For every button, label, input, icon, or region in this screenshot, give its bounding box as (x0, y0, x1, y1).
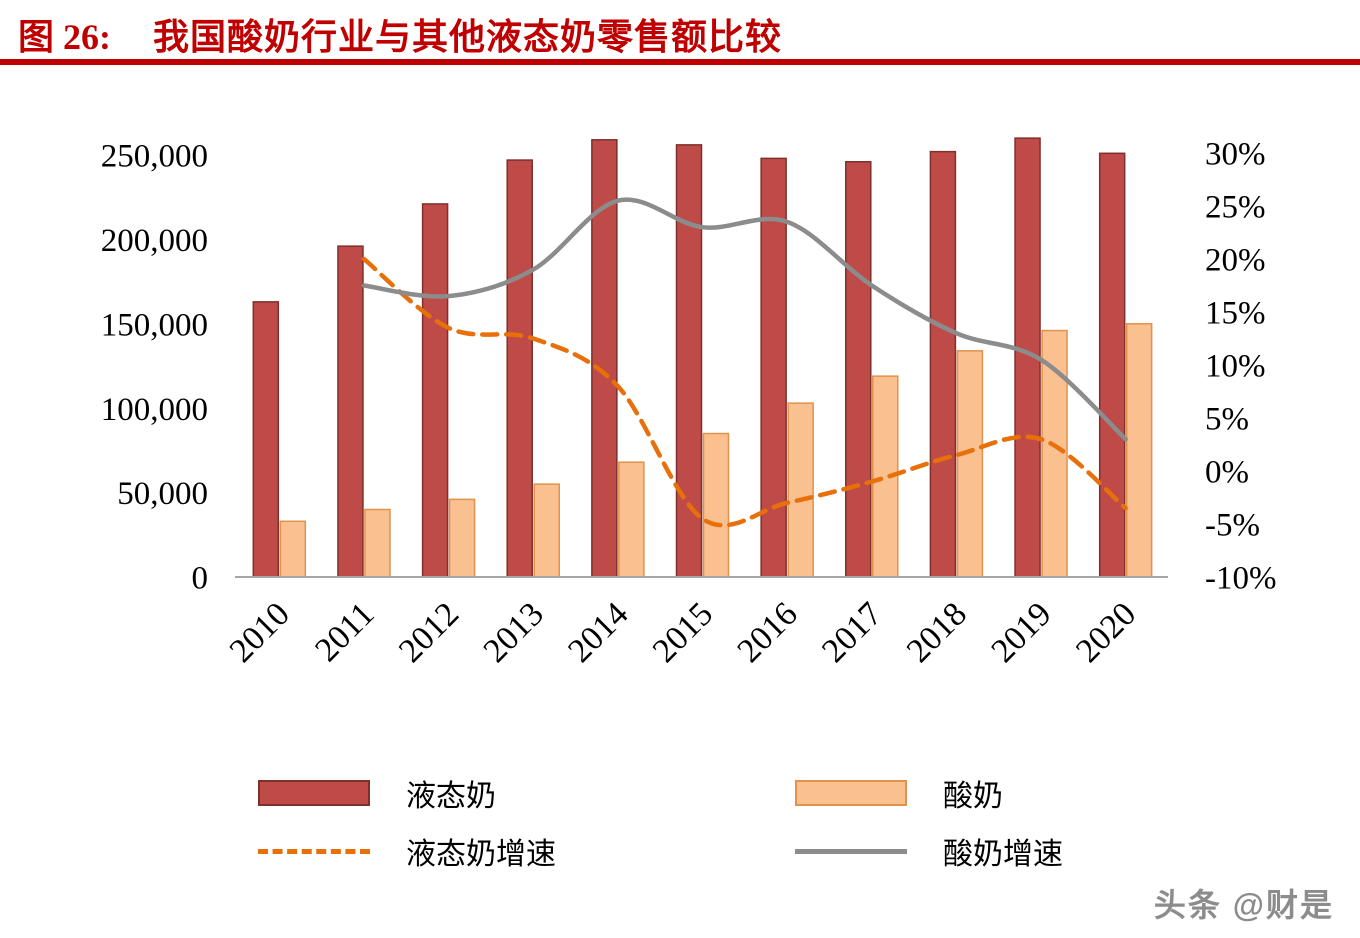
bar-液态奶-2018 (929, 150, 957, 578)
x-axis-label: 2018 (900, 595, 974, 669)
x-axis-label: 2019 (984, 595, 1058, 669)
bar-酸奶-2015 (702, 432, 730, 578)
yogurt-bar-swatch (795, 780, 907, 806)
legend-label-liquid-milk-growth: 液态奶增速 (406, 838, 556, 871)
x-axis-label: 2012 (392, 595, 466, 669)
bar-酸奶-2020 (1125, 323, 1153, 578)
left-axis-tick-label: 200,000 (101, 223, 208, 259)
x-axis-label: 2015 (646, 595, 720, 669)
bar-液态奶-2020 (1098, 152, 1126, 578)
right-axis-tick-label: -5% (1205, 508, 1260, 544)
bar-液态奶-2011 (337, 245, 364, 578)
line-液态奶增速 (361, 256, 1128, 528)
title-divider-rule (0, 59, 1360, 65)
left-axis-tick-label: 250,000 (101, 139, 208, 175)
figure-header: 图 26: 我国酸奶行业与其他液态奶零售额比较 (0, 0, 1360, 60)
legend-item-yogurt: 酸奶 (795, 778, 1063, 813)
left-axis-tick-label: 100,000 (101, 392, 208, 428)
chart-legend: 液态奶 液态奶增速 酸奶 酸奶增速 (0, 778, 1360, 898)
x-axis-label: 2014 (561, 595, 635, 669)
right-axis-tick-label: 5% (1205, 402, 1249, 438)
bar-液态奶-2012 (421, 203, 449, 578)
x-axis-label: 2020 (1069, 595, 1143, 669)
bar-酸奶-2010 (279, 520, 307, 578)
bar-液态奶-2013 (506, 159, 533, 578)
left-axis-tick-label: 0 (192, 561, 209, 597)
right-axis-tick-label: 0% (1205, 455, 1249, 491)
page-title: 我国酸奶行业与其他液态奶零售额比较 (153, 17, 783, 57)
legend-label-liquid-milk: 液态奶 (406, 780, 496, 813)
right-axis-tick-label: -10% (1205, 561, 1276, 597)
line-酸奶增速 (361, 197, 1128, 442)
yogurt-growth-line-swatch (795, 848, 907, 854)
bar-酸奶-2017 (872, 375, 899, 578)
left-axis-tick-label: 50,000 (117, 476, 208, 512)
x-axis-label: 2011 (308, 595, 381, 668)
right-axis-tick-label: 15% (1205, 296, 1266, 332)
liquid-milk-growth-line-swatch (258, 848, 370, 854)
x-axis-label: 2010 (223, 595, 297, 669)
legend-item-yogurt-growth: 酸奶增速 (795, 836, 1063, 871)
left-axis-tick-label: 150,000 (101, 307, 208, 343)
right-axis-tick-label: 20% (1205, 243, 1266, 279)
legend-label-yogurt-growth: 酸奶增速 (943, 838, 1063, 871)
bar-酸奶-2013 (533, 483, 560, 578)
bar-酸奶-2012 (448, 498, 476, 578)
right-axis-tick-label: 30% (1205, 137, 1266, 173)
x-axis-label: 2016 (731, 595, 805, 669)
legend-item-liquid-milk-growth: 液态奶增速 (258, 836, 556, 871)
legend-item-liquid-milk: 液态奶 (258, 778, 556, 813)
legend-column-right: 酸奶 酸奶增速 (795, 778, 1063, 871)
bar-液态奶-2010 (252, 301, 280, 578)
x-axis-label: 2017 (815, 595, 889, 669)
liquid-milk-bar-swatch (258, 780, 370, 806)
figure-number-label: 图 26: (18, 17, 111, 57)
watermark: 头条 @财是 (1153, 887, 1334, 923)
right-axis-tick-label: 10% (1205, 349, 1266, 385)
x-axis-label: 2013 (477, 595, 551, 669)
right-axis-tick-label: 25% (1205, 190, 1266, 226)
bar-酸奶-2016 (787, 402, 814, 578)
legend-label-yogurt: 酸奶 (943, 780, 1003, 813)
bar-酸奶-2011 (364, 508, 391, 578)
bar-酸奶-2018 (956, 350, 984, 578)
bar-液态奶-2017 (845, 161, 872, 578)
legend-column-left: 液态奶 液态奶增速 (258, 778, 556, 871)
bar-酸奶-2014 (618, 461, 645, 578)
